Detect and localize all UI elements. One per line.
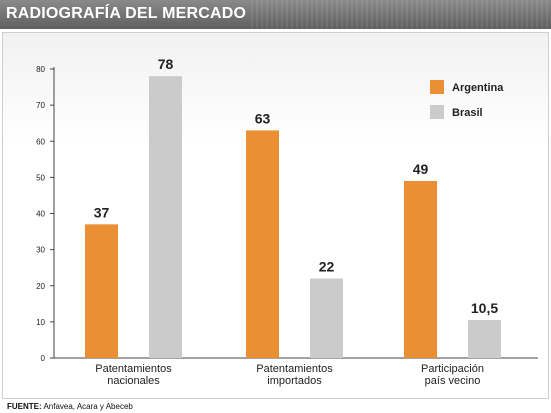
- y-tick-label: 40: [36, 210, 45, 219]
- chart-panel: 0 10 20 30 40 50 60 70 80 37 78 Patentamientos nacio…: [2, 32, 549, 399]
- y-tick-label: 30: [36, 246, 45, 255]
- data-label: 10,5: [471, 300, 498, 316]
- y-tick-label: 70: [36, 101, 45, 110]
- bar-brasil: [468, 320, 501, 358]
- x-tick-label: Participación: [421, 363, 484, 375]
- x-tick-label: país vecino: [425, 375, 481, 387]
- legend-label-argentina: Argentina: [452, 82, 504, 94]
- bar-argentina: [246, 130, 279, 358]
- source-label: FUENTE:: [7, 402, 42, 411]
- bar-brasil: [149, 76, 182, 358]
- source-note: FUENTE: Anfavea, Acara y Abeceb: [7, 402, 133, 411]
- data-label: 78: [158, 56, 174, 72]
- x-tick-label: nacionales: [107, 375, 160, 387]
- legend-label-brasil: Brasil: [452, 107, 483, 119]
- y-tick-label: 10: [36, 318, 45, 327]
- data-label: 22: [319, 259, 335, 275]
- data-label: 49: [413, 161, 429, 177]
- legend-swatch-argentina: [430, 80, 444, 94]
- data-label: 63: [255, 110, 271, 126]
- legend-swatch-brasil: [430, 105, 444, 119]
- y-tick-label: 60: [36, 137, 45, 146]
- data-label: 37: [94, 204, 110, 220]
- y-tick-label: 80: [36, 65, 45, 74]
- x-tick-label: importados: [267, 375, 322, 387]
- x-tick-label: Patentamientos: [95, 363, 172, 375]
- bar-brasil: [310, 278, 343, 358]
- chart-title: RADIOGRAFÍA DEL MERCADO: [6, 5, 247, 22]
- y-tick-label: 20: [36, 282, 45, 291]
- y-tick-label: 50: [36, 173, 45, 182]
- bar-argentina: [85, 224, 118, 358]
- title-bar: RADIOGRAFÍA DEL MERCADO: [0, 0, 551, 29]
- source-text: Anfavea, Acara y Abeceb: [43, 402, 133, 411]
- bar-chart: 010203040506070803778Patentamientosnacio…: [36, 56, 538, 387]
- title-decoration: [251, 0, 551, 29]
- bar-argentina: [404, 180, 437, 358]
- y-tick-label: 0: [41, 354, 46, 363]
- x-tick-label: Patentamientos: [256, 363, 333, 375]
